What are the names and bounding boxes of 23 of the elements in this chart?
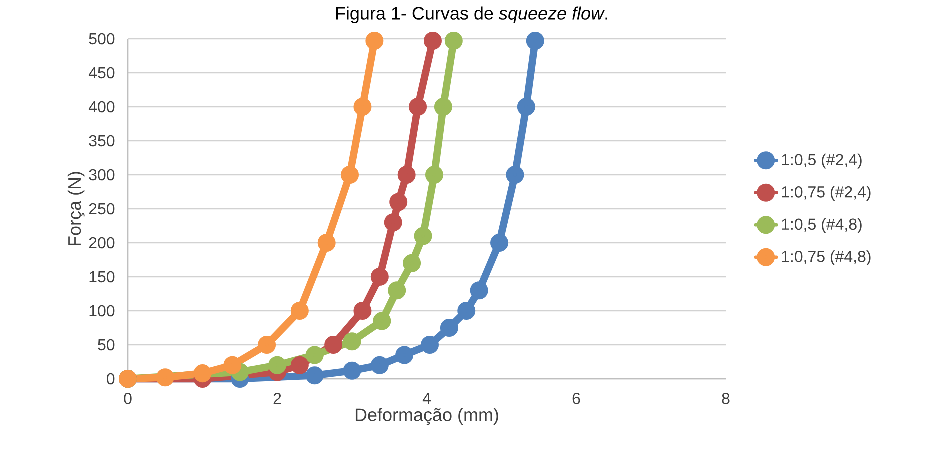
y-tick-label: 0 (107, 373, 115, 385)
x-tick-label: 4 (422, 393, 431, 404)
y-tick-label: 450 (88, 67, 115, 79)
legend-label: 1:0,75 (#2,4) (782, 186, 871, 201)
chart-title: Figura 1- Curvas de squeeze flow. (336, 6, 608, 24)
x-tick-label: 6 (572, 393, 580, 404)
y-tick-label: 300 (89, 169, 115, 181)
y-tick-label: 50 (98, 339, 115, 351)
y-tick-label: 500 (89, 33, 115, 45)
x-tick-label: 8 (722, 393, 730, 404)
y-tick-label: 200 (89, 237, 115, 249)
y-tick-label: 400 (88, 101, 115, 113)
legend-label: 1:0,5 (#2,4) (782, 154, 862, 169)
legend-label: 1:0,75 (#4,8) (782, 250, 871, 266)
x-tick-label: 2 (274, 393, 282, 404)
legend-label: 1:0,5 (#4,8) (782, 218, 862, 234)
x-axis-title: Deformação (mm) (356, 408, 498, 426)
y-axis-title: Força (N) (68, 172, 85, 246)
x-tick-label: 0 (124, 393, 132, 404)
y-tick-label: 250 (89, 203, 115, 215)
y-tick-label: 150 (90, 271, 115, 283)
y-tick-label: 100 (90, 305, 115, 317)
y-tick-label: 350 (89, 135, 115, 147)
